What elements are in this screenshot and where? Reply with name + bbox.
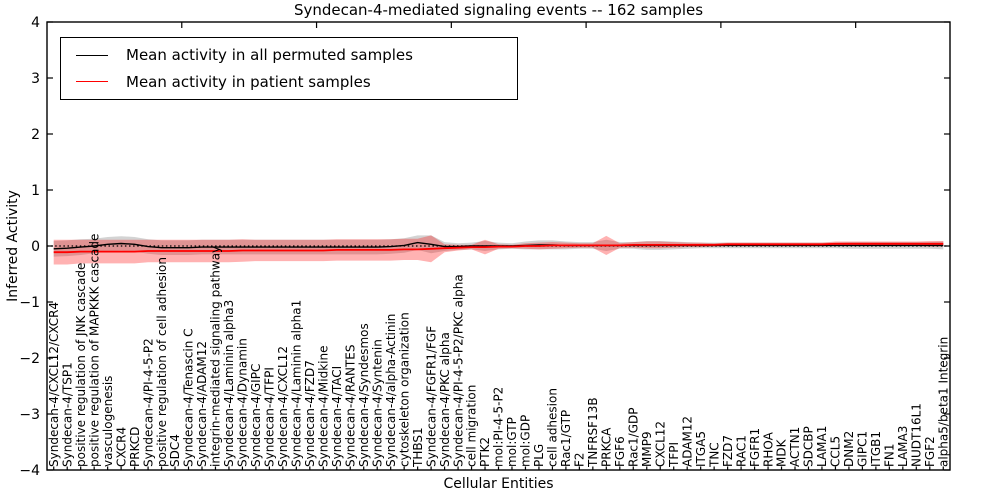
x-tick-label: CXCR4 — [114, 427, 128, 467]
x-tick-label: Syndecan-4/FZD7 — [303, 360, 317, 467]
legend-line-sample-black — [76, 54, 108, 56]
x-tick-label: Syndecan-4/Dynamin — [236, 338, 250, 467]
y-tick-label: −2 — [19, 351, 40, 367]
x-tick-label: Syndecan-4/CXCL12 — [276, 346, 290, 467]
x-tick-label: FGF2 — [923, 436, 937, 467]
x-tick-label: Syndecan-4/TSP1 — [60, 362, 74, 467]
y-tick-label: −3 — [19, 407, 40, 423]
x-tick-label: TNC — [707, 442, 721, 468]
legend-label: Mean activity in patient samples — [126, 72, 371, 91]
x-tick-label: Syndecan-4/PI-4-5-P2 — [141, 338, 155, 467]
x-tick-label: Syndecan-4/PKC alpha — [438, 332, 452, 467]
x-tick-label: CXCL12 — [653, 421, 667, 467]
x-tick-label: Syndecan-4/Laminin alpha1 — [290, 300, 304, 467]
y-tick-label: −1 — [19, 295, 40, 311]
x-tick-label: PRKCA — [600, 427, 614, 467]
x-tick-label: TFPI — [667, 442, 681, 468]
y-tick-label: 2 — [31, 127, 40, 143]
patient-band — [53, 235, 944, 265]
x-tick-label: vasculogenesis — [101, 376, 115, 467]
chart-title: Syndecan-4-mediated signaling events -- … — [293, 1, 704, 19]
x-tick-label: MDK — [775, 438, 789, 467]
x-tick-label: cytoskeleton organization — [397, 312, 411, 467]
x-tick-label: LAMA3 — [896, 426, 910, 467]
y-tick-labels: 4 3 2 1 0 −1 −2 −3 −4 — [19, 15, 40, 479]
x-tick-label: THBS1 — [411, 427, 425, 468]
x-tick-label: RAC1 — [734, 435, 748, 467]
x-tick-label: Syndecan-4/Syndesmos — [357, 323, 371, 467]
x-tick-label: PLG — [532, 444, 546, 467]
y-axis-label: Inferred Activity — [5, 190, 21, 302]
x-tick-label: F2 — [573, 452, 587, 467]
x-tick-label: FGFR1 — [748, 428, 762, 467]
x-tick-label: alpha5/beta1 Integrin — [937, 337, 951, 467]
legend: Mean activity in all permuted samples Me… — [60, 37, 518, 100]
x-tick-label: FGF6 — [613, 436, 627, 467]
x-tick-label: Rac1/GDP — [627, 408, 641, 467]
x-tick-label: Syndecan-4/PI-4-5-P2/PKC alpha — [451, 274, 465, 467]
x-tick-label: ITGB1 — [869, 431, 883, 467]
x-tick-label: SDC4 — [168, 434, 182, 467]
x-tick-label: Syndecan-4/alpha-Actinin — [384, 314, 398, 467]
x-tick-label: Syndecan-4/ADAM12 — [195, 341, 209, 467]
x-tick-label: Syndecan-4/Laminin alpha3 — [222, 300, 236, 467]
legend-line-sample-red — [76, 81, 108, 83]
x-tick-label: Syndecan-4/GIPC — [249, 364, 263, 467]
x-tick-label: ACTN1 — [788, 427, 802, 467]
x-tick-label: TNFRSF13B — [586, 397, 600, 468]
x-tick-label: Syndecan-4/TACI — [330, 366, 344, 467]
y-tick-label: 0 — [31, 239, 40, 255]
legend-label: Mean activity in all permuted samples — [126, 46, 413, 65]
x-tick-label: Syndecan-4/RANTES — [343, 345, 357, 467]
x-axis-label: Cellular Entities — [443, 476, 554, 492]
x-tick-label: PTK2 — [478, 437, 492, 467]
x-tick-label: cell adhesion — [546, 388, 560, 467]
legend-entry-patient: Mean activity in patient samples — [61, 73, 517, 91]
x-tick-label: Syndecan-4/Tenascin C — [182, 328, 196, 467]
x-tick-label: positive regulation of MAPKKK cascade — [87, 234, 101, 467]
x-tick-label: Syndecan-4/Syntenin — [370, 339, 384, 467]
x-tick-label: positive regulation of JNK cascade — [74, 263, 88, 467]
x-tick-label: NUDT16L1 — [910, 403, 924, 467]
x-tick-label: ITGA5 — [694, 431, 708, 467]
x-tick-label: mol:PI-4-5-P2 — [492, 387, 506, 467]
y-tick-label: 1 — [31, 183, 40, 199]
x-tick-label: LAMA1 — [815, 426, 829, 467]
y-tick-label: −4 — [19, 463, 40, 479]
y-tick-label: 4 — [31, 15, 40, 31]
x-tick-label: positive regulation of cell adhesion — [155, 257, 169, 467]
x-tick-label: cell migration — [465, 385, 479, 467]
x-tick-label: Syndecan-4/Midkine — [317, 346, 331, 467]
x-tick-label: Syndecan-4/TFPI — [263, 367, 277, 467]
legend-entry-permuted: Mean activity in all permuted samples — [61, 46, 517, 64]
y-tick-label: 3 — [31, 71, 40, 87]
patient-mean-line — [53, 242, 944, 254]
x-tick-label: MMP9 — [640, 431, 654, 467]
x-tick-labels: Syndecan-4/CXCL12/CXCR4 Syndecan-4/TSP1 po… — [47, 234, 951, 468]
x-tick-label: PRKCD — [128, 427, 142, 467]
x-tick-label: RHOA — [761, 431, 775, 467]
axes-frame — [46, 21, 951, 471]
x-tick-label: CCL5 — [829, 436, 843, 467]
x-tick-label: Syndecan-4/FGFR1/FGF — [424, 326, 438, 467]
x-tick-label: mol:GDP — [519, 415, 533, 467]
x-tick-label: integrin-mediated signaling pathway — [209, 246, 223, 467]
x-tick-label: ADAM12 — [680, 416, 694, 467]
x-tick-label: FN1 — [883, 443, 897, 467]
std-bands — [53, 235, 944, 265]
x-tick-label: mol:GTP — [505, 417, 519, 467]
x-tick-label: Rac1/GTP — [559, 410, 573, 467]
x-tick-label: GIPC1 — [856, 431, 870, 467]
x-tick-label: Syndecan-4/CXCL12/CXCR4 — [47, 302, 61, 467]
x-tick-label: FZD7 — [721, 435, 735, 467]
x-tick-label: SDCBP — [802, 426, 816, 467]
x-tick-label: DNM2 — [842, 431, 856, 467]
